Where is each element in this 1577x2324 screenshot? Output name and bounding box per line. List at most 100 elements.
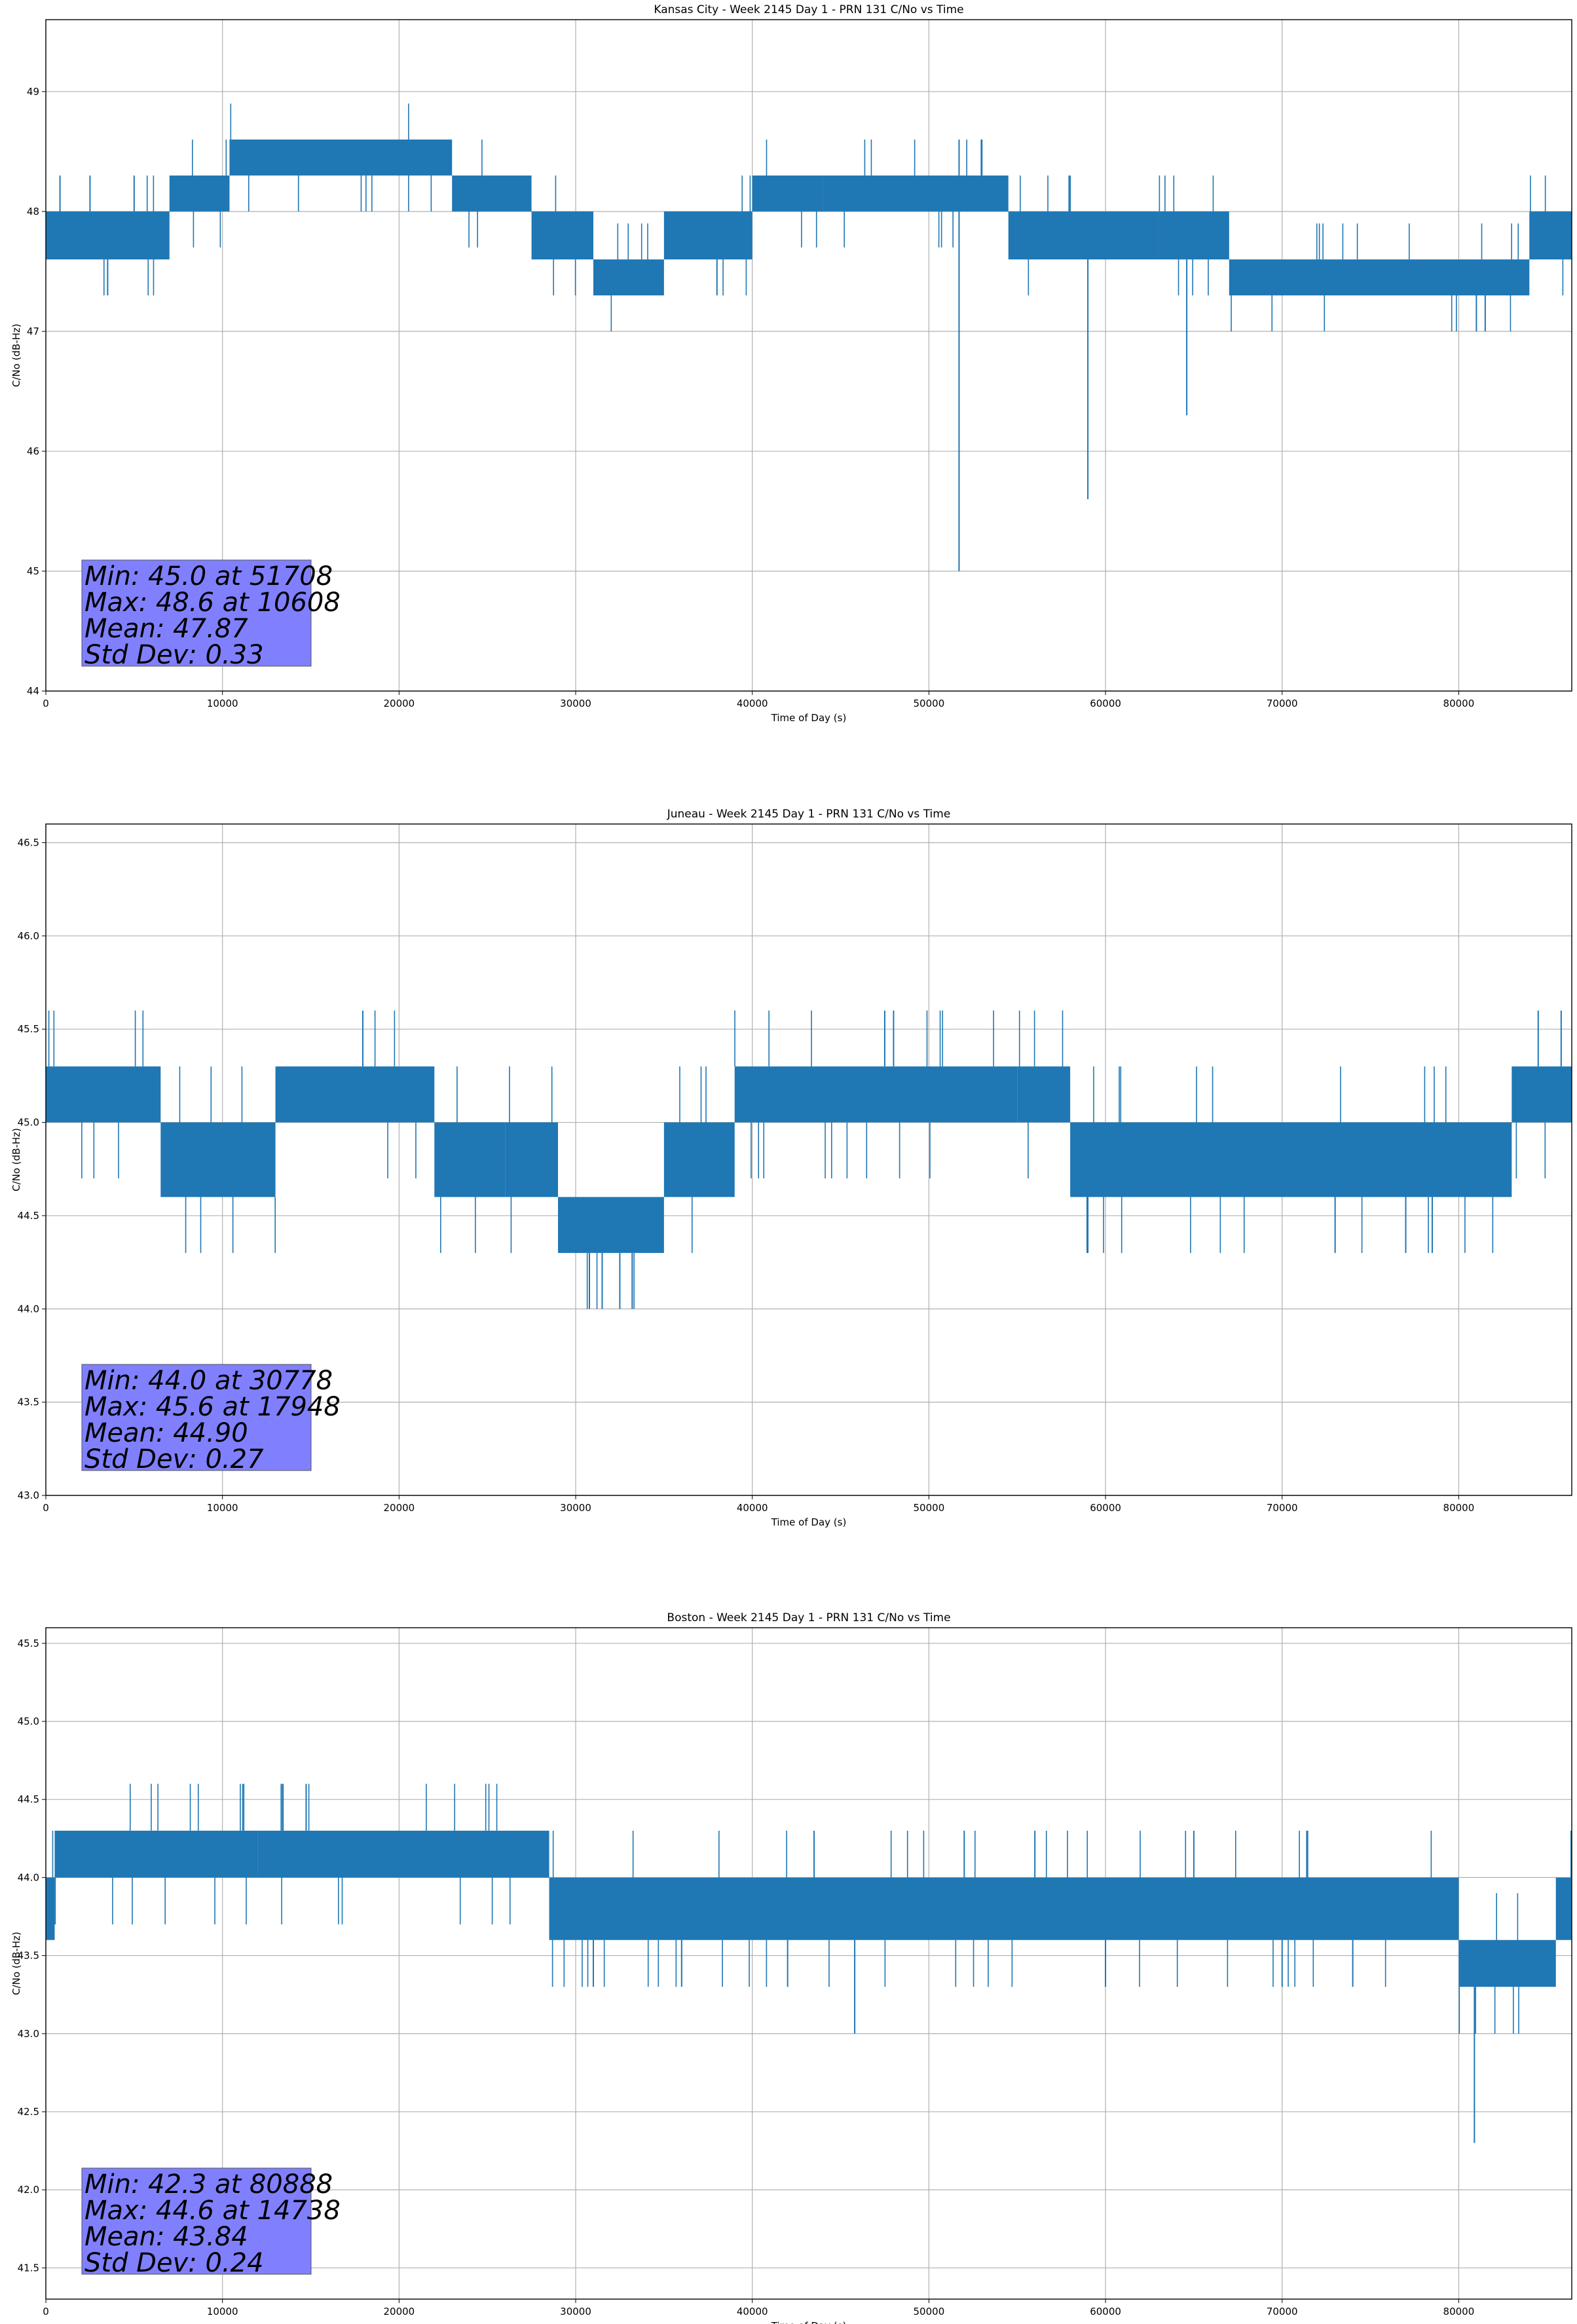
series-band [1229, 259, 1530, 295]
chart-title: Boston - Week 2145 Day 1 - PRN 131 C/No … [667, 1611, 950, 1624]
y-tick-label: 43.0 [18, 1490, 39, 1501]
y-axis-label: C/No (dB-Hz) [10, 1128, 22, 1191]
plot-frame [45, 823, 1572, 1496]
x-tick-label: 70000 [1267, 2306, 1298, 2317]
x-tick-label: 0 [43, 2306, 49, 2317]
x-tick-label: 80000 [1443, 1502, 1475, 1514]
series-band [229, 140, 453, 176]
series-band [169, 175, 230, 212]
plot-frame [45, 1627, 1572, 2300]
series-band [1555, 1877, 1572, 1940]
y-tick-label: 45.5 [18, 1638, 39, 1649]
stats-box [81, 559, 312, 667]
stats-line: Max: 48.6 at 10608 [84, 588, 341, 618]
x-tick-label: 20000 [383, 1502, 415, 1514]
y-tick-label: 45.0 [18, 1715, 39, 1727]
series-band [46, 211, 170, 260]
plot-frame [45, 19, 1572, 692]
series-band [558, 1197, 664, 1253]
x-tick-label: 40000 [737, 2306, 768, 2317]
chart-panel-3: 0 10000 20000 30000 40000 50000 60000 70000 8000… [10, 1611, 1572, 2324]
series-line [46, 1010, 1572, 1309]
series-band [823, 175, 1009, 212]
x-axis-label: Time of Day (s) [771, 1516, 847, 1528]
y-tick-label: 44.5 [18, 1210, 39, 1222]
x-tick-label: 60000 [1090, 2306, 1121, 2317]
series-band [1158, 211, 1229, 260]
series-band [452, 175, 532, 212]
x-tick-label: 10000 [207, 2306, 238, 2317]
y-tick-label: 49 [27, 86, 39, 98]
y-tick-label: 48 [27, 206, 39, 217]
stats-line: Min: 45.0 at 51708 [84, 561, 333, 591]
series-band [160, 1122, 276, 1197]
series-band [663, 1122, 735, 1197]
stats-line: Std Dev: 0.33 [84, 640, 264, 670]
x-tick-label: 30000 [560, 1502, 591, 1514]
y-tick-label: 45.5 [18, 1023, 39, 1035]
series-line [46, 103, 1572, 571]
y-tick-label: 43.5 [18, 1950, 39, 1962]
chart-panel-2: 0 10000 20000 30000 40000 50000 60000 70000 8000… [10, 808, 1572, 1528]
y-axis-label: C/No (dB-Hz) [10, 1932, 22, 1995]
y-tick-label: 43.0 [18, 2028, 39, 2040]
x-tick-label: 40000 [737, 698, 768, 709]
stats-line: Std Dev: 0.27 [84, 1444, 264, 1474]
x-tick-label: 50000 [914, 2306, 945, 2317]
series-band [1512, 1066, 1572, 1123]
x-tick-label: 70000 [1267, 698, 1298, 709]
stats-line: Min: 42.3 at 80888 [84, 2169, 333, 2200]
x-axis-label: Time of Day (s) [771, 2320, 847, 2324]
x-tick-label: 10000 [207, 698, 238, 709]
y-tick-label: 43.5 [18, 1396, 39, 1408]
series-band [1070, 1122, 1512, 1197]
y-tick-label: 44.0 [18, 1871, 39, 1883]
series-line [46, 1784, 1572, 2143]
stats-line: Max: 44.6 at 14738 [84, 2196, 341, 2226]
x-tick-label: 80000 [1443, 2306, 1475, 2317]
y-axis-label: C/No (dB-Hz) [10, 324, 22, 387]
x-tick-label: 50000 [914, 1502, 945, 1514]
chart-title: Juneau - Week 2145 Day 1 - PRN 131 C/No … [667, 808, 951, 821]
x-tick-label: 20000 [383, 698, 415, 709]
series-band [734, 1066, 1018, 1123]
stats-line: Mean: 47.87 [84, 614, 248, 644]
x-tick-label: 70000 [1267, 1502, 1298, 1514]
series-band [663, 211, 752, 260]
x-tick-label: 20000 [383, 2306, 415, 2317]
y-tick-label: 46.0 [18, 930, 39, 942]
y-tick-label: 44 [27, 685, 39, 697]
series-band [1017, 1066, 1071, 1123]
series-band [434, 1122, 506, 1197]
series-band [549, 1877, 1459, 1940]
stats-box [81, 2167, 312, 2275]
stats-line: Mean: 44.90 [84, 1418, 248, 1448]
series-band [752, 175, 823, 212]
x-tick-label: 10000 [207, 1502, 238, 1514]
stats-line: Mean: 43.84 [84, 2222, 248, 2252]
series-band [257, 1830, 549, 1878]
y-tick-label: 44.5 [18, 1793, 39, 1805]
x-tick-label: 30000 [560, 698, 591, 709]
y-tick-label: 46 [27, 445, 39, 457]
x-tick-label: 60000 [1090, 698, 1121, 709]
y-tick-label: 41.5 [18, 2262, 39, 2274]
series-band [46, 1877, 55, 1940]
series-band [275, 1066, 435, 1123]
x-axis-label: Time of Day (s) [771, 712, 847, 724]
y-tick-label: 46.5 [18, 836, 39, 848]
series-band [505, 1122, 559, 1197]
x-tick-label: 40000 [737, 1502, 768, 1514]
chart-title: Kansas City - Week 2145 Day 1 - PRN 131 … [654, 3, 963, 16]
x-tick-label: 0 [43, 698, 49, 709]
chart-panel-1: 0 10000 20000 30000 40000 50000 60000 70000 8000… [10, 3, 1572, 724]
y-tick-label: 42.5 [18, 2106, 39, 2118]
stats-line: Min: 44.0 at 30778 [84, 1366, 333, 1396]
series-band [46, 1066, 161, 1123]
series-band [593, 259, 664, 295]
series-band [1008, 211, 1159, 260]
series-band [531, 211, 593, 260]
stats-box [81, 1364, 312, 1471]
x-tick-label: 80000 [1443, 698, 1475, 709]
